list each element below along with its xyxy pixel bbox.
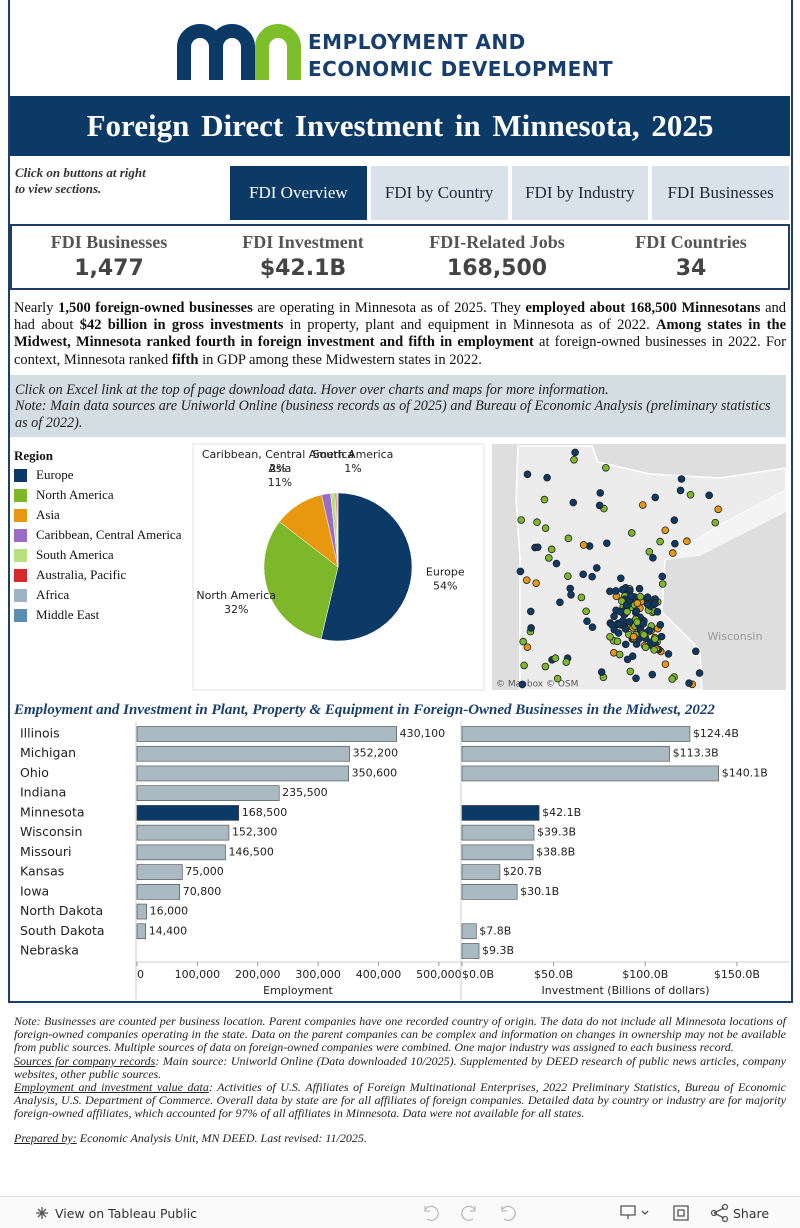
section-title: Employment and Investment in Plant, Prop…	[14, 702, 715, 719]
legend-item: Africa	[14, 585, 186, 605]
share-button[interactable]: Share	[733, 1206, 769, 1221]
tableau-icon	[36, 1207, 48, 1219]
legend: Region Europe North America Asia Caribbean, …	[14, 448, 186, 625]
kpi-value: 1,477	[12, 256, 206, 281]
legend-swatch	[14, 489, 27, 502]
notes: Note: Businesses are counted per busines…	[14, 1015, 786, 1145]
note-paragraph: Note: Businesses are counted per busines…	[14, 1015, 786, 1055]
title-bar: Foreign Direct Investment in Minnesota, …	[10, 96, 790, 156]
nav-hint: Click on buttons at right to view sectio…	[15, 165, 155, 197]
legend-label: Africa	[36, 587, 69, 603]
nav-button[interactable]: FDI by Industry	[512, 166, 649, 220]
note-text: Prepared by:	[14, 1131, 77, 1145]
legend-swatch	[14, 609, 27, 622]
kpi-label: FDI Investment	[206, 232, 400, 253]
summary-text: 1,500 foreign-owned businesses	[58, 300, 253, 316]
legend-item: Middle East	[14, 605, 186, 625]
undo-icon	[425, 1206, 438, 1220]
instructions: Click on Excel link at the top of page d…	[10, 375, 786, 437]
legend-item: Europe	[14, 465, 186, 485]
kpi-value: 168,500	[400, 256, 594, 281]
legend-swatch	[14, 589, 27, 602]
legend-item: North America	[14, 485, 186, 505]
legend-item: Australia, Pacific	[14, 565, 186, 585]
legend-swatch	[14, 549, 27, 562]
tableau-link[interactable]: View on Tableau Public	[55, 1206, 197, 1221]
kpi-value: 34	[594, 256, 788, 281]
summary: Nearly 1,500 foreign-owned businesses ar…	[14, 300, 786, 369]
legend-title: Region	[14, 448, 186, 464]
kpi-label: FDI Businesses	[12, 232, 206, 253]
fullscreen-icon[interactable]	[674, 1206, 688, 1220]
nav-button[interactable]: FDI Businesses	[652, 166, 789, 220]
note-text: Economic Analysis Unit, MN DEED. Last re…	[77, 1131, 367, 1145]
logo-line: EMPLOYMENT AND	[308, 29, 613, 56]
legend-label: South America	[36, 547, 114, 563]
legend-item: Caribbean, Central America	[14, 525, 186, 545]
footer: View on Tableau Public Share	[0, 1196, 800, 1228]
note-text: Note: Businesses are counted per busines…	[14, 1014, 786, 1054]
kpi-value: $42.1B	[206, 256, 400, 281]
legend-swatch	[14, 529, 27, 542]
legend-label: Middle East	[36, 607, 99, 623]
revert-icon	[502, 1206, 515, 1220]
summary-text: employed about 168,500 Minnesotans	[525, 300, 760, 316]
note-text: Sources for company records	[14, 1054, 155, 1068]
legend-swatch	[14, 509, 27, 522]
kpi-label: FDI Countries	[594, 232, 788, 253]
share-icon[interactable]	[714, 1208, 724, 1218]
legend-item: South America	[14, 545, 186, 565]
legend-label: Europe	[36, 467, 74, 483]
summary-text: are operating in Minnesota as of 2025. T…	[253, 300, 526, 316]
kpi: FDI Businesses 1,477	[12, 226, 206, 288]
legend-swatch	[14, 569, 27, 582]
note-paragraph: Prepared by: Economic Analysis Unit, MN …	[14, 1132, 786, 1145]
nav-button[interactable]: FDI by Country	[371, 166, 508, 220]
logo-line: ECONOMIC DEVELOPMENT	[308, 56, 613, 83]
legend-label: Caribbean, Central America	[36, 527, 181, 543]
legend-item: Asia	[14, 505, 186, 525]
download-icon[interactable]	[621, 1206, 648, 1219]
kpi: FDI Investment $42.1B	[206, 226, 400, 288]
kpi: FDI-Related Jobs 168,500	[400, 226, 594, 288]
instruction-line: Click on Excel link at the top of page d…	[15, 382, 781, 398]
note-paragraph: Sources for company records: Main source…	[14, 1055, 786, 1081]
kpi: FDI Countries 34	[594, 226, 788, 288]
legend-swatch	[14, 469, 27, 482]
summary-text: in property, plant and equipment in Minn…	[283, 317, 656, 333]
summary-text: in GDP among these Midwestern states in …	[198, 352, 481, 368]
summary-text: Nearly	[14, 300, 58, 316]
nav-button[interactable]: FDI Overview	[230, 166, 367, 220]
note-text: Employment and investment value data	[14, 1080, 209, 1094]
note-paragraph: Employment and investment value data: Ac…	[14, 1081, 786, 1121]
summary-text: fifth	[172, 352, 199, 368]
redo-icon	[462, 1206, 475, 1220]
legend-label: Asia	[36, 507, 60, 523]
kpi-label: FDI-Related Jobs	[400, 232, 594, 253]
instruction-line: Note: Main data sources are Uniworld Onl…	[15, 398, 781, 431]
legend-label: North America	[36, 487, 114, 503]
legend-label: Australia, Pacific	[36, 567, 126, 583]
summary-text: $42 billion in gross investments	[80, 317, 284, 333]
page-title: Foreign Direct Investment in Minnesota, …	[87, 108, 714, 143]
